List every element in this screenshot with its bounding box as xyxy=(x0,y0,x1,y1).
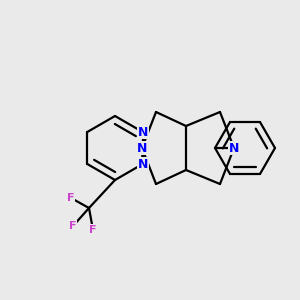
Text: F: F xyxy=(89,225,97,235)
Text: N: N xyxy=(229,142,239,154)
Text: N: N xyxy=(137,142,147,154)
Text: N: N xyxy=(137,158,148,170)
Text: F: F xyxy=(69,221,77,231)
Text: F: F xyxy=(67,193,75,203)
Text: N: N xyxy=(137,125,148,139)
